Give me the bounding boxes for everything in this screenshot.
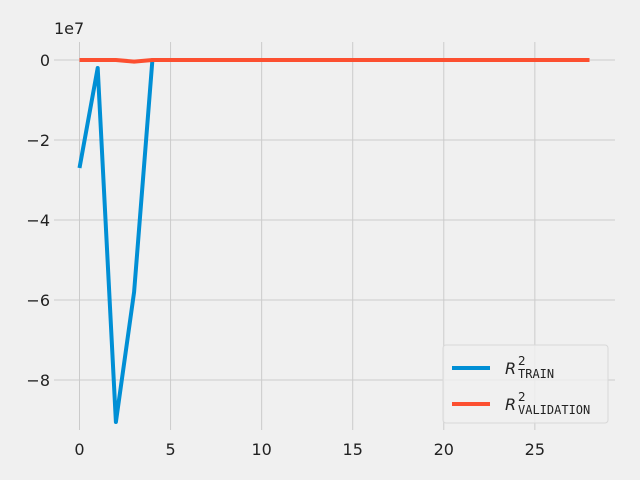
x-tick-label: 20: [434, 440, 454, 459]
legend-label-0: R: [505, 359, 516, 378]
legend-label-sub-0: TRAIN: [518, 367, 554, 381]
y-tick-label: 0: [40, 51, 50, 70]
y-tick-label: −2: [26, 131, 50, 150]
y-axis: 0 −2 −4 −6 −8: [26, 51, 50, 390]
legend-label-sup-1: 2: [518, 390, 526, 404]
legend-label-sub-1: VALIDATION: [518, 403, 590, 417]
y-tick-label: −6: [26, 291, 50, 310]
y-tick-label: −4: [26, 211, 50, 230]
series-lines: [77, 58, 590, 424]
series-line-1: [79, 58, 590, 64]
x-tick-label: 0: [74, 440, 84, 459]
x-axis: 0 5 10 15 20 25: [74, 440, 545, 459]
x-tick-label: 25: [525, 440, 545, 459]
y-tick-label: −8: [26, 371, 50, 390]
x-tick-label: 10: [251, 440, 271, 459]
legend-label-sup-0: 2: [518, 354, 526, 368]
legend-label-1: R: [505, 395, 516, 414]
y-offset-label: 1e7: [54, 19, 84, 38]
x-tick-label: 15: [343, 440, 363, 459]
x-tick-label: 5: [165, 440, 175, 459]
